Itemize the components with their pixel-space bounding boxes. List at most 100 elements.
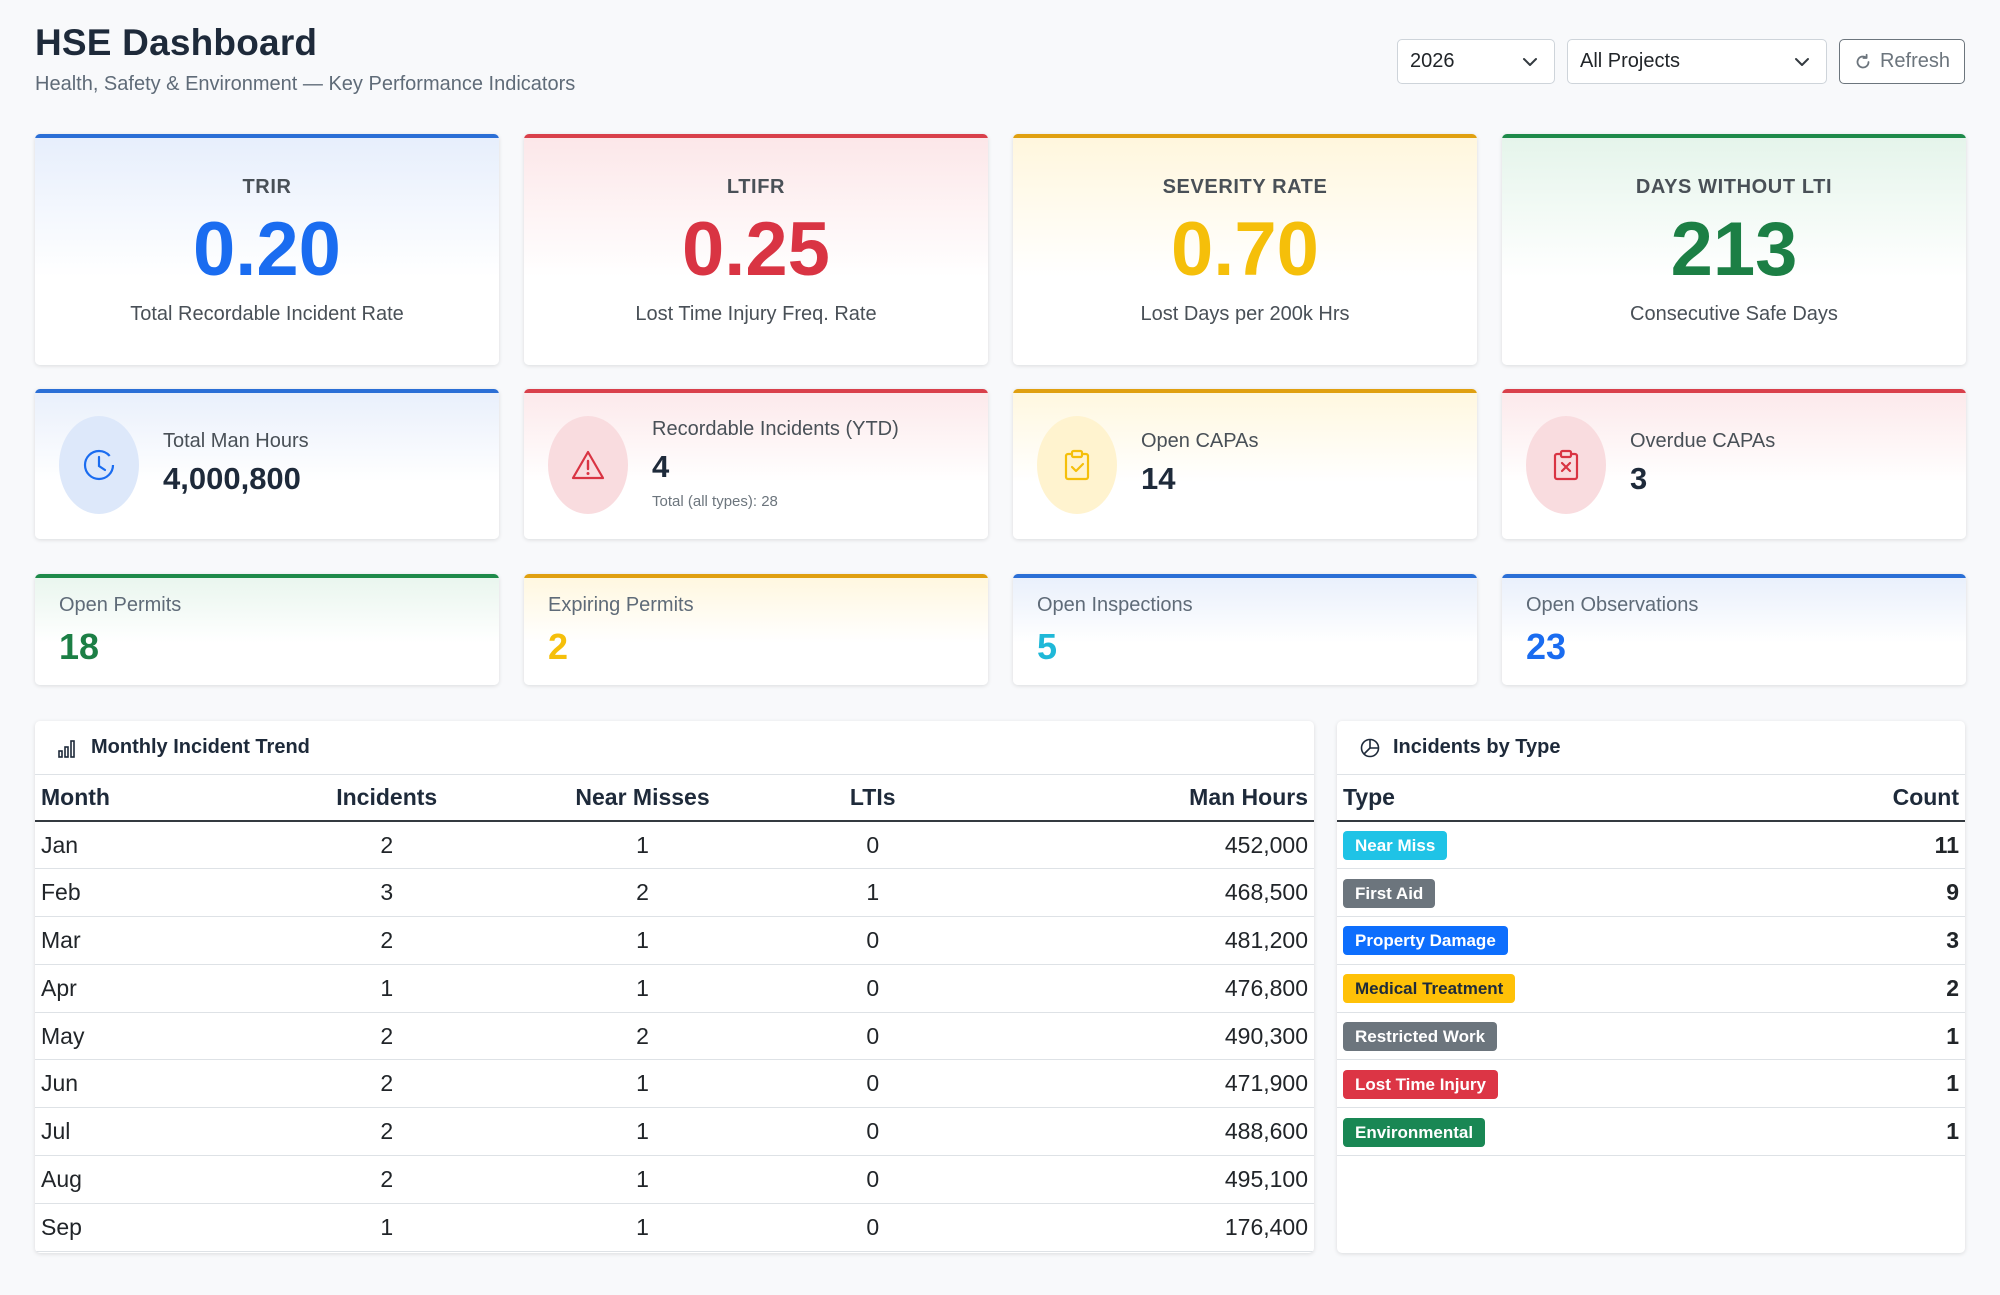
chevron-down-icon: [1523, 57, 1537, 66]
kpi-card-ltifr: LTIFR 0.25 Lost Time Injury Freq. Rate: [524, 134, 988, 365]
kpi-label: Open Permits: [59, 594, 182, 616]
count-cell: 1: [1777, 1107, 1965, 1157]
table-cell: 495,100: [968, 1155, 1314, 1204]
incidents-by-type-panel: Incidents by Type Type Count Near Miss 11…: [1337, 721, 1965, 1253]
table-cell: 0: [776, 1107, 969, 1157]
refresh-icon: [1856, 53, 1870, 68]
table-cell: Property Damage: [1337, 916, 1778, 965]
table-cell: 476,800: [968, 964, 1314, 1013]
table-cell: 481,200: [968, 916, 1314, 965]
table-row: Jan 2 1 0 452,000: [35, 821, 1314, 870]
table-cell: Feb: [35, 868, 266, 918]
column-header: Near Misses: [508, 775, 777, 822]
bar-chart-icon: [58, 739, 75, 758]
table-row: Environmental 1: [1337, 1107, 1965, 1157]
panel-title: Incidents by Type: [1393, 736, 1561, 758]
page-subtitle: Health, Safety & Environment — Key Perfo…: [35, 73, 576, 95]
table-cell: First Aid: [1337, 868, 1778, 918]
table-cell: 1: [508, 1203, 777, 1252]
table-cell: 2: [508, 1012, 777, 1061]
kpi-label: Open Inspections: [1037, 594, 1193, 616]
table-cell: Apr: [35, 964, 266, 1013]
column-header: Month: [35, 775, 266, 822]
table-row: Near Miss 11: [1337, 821, 1965, 870]
kpi-value: 23: [1526, 626, 1567, 667]
table-cell: 0: [776, 964, 969, 1013]
kpi-subtitle: Lost Time Injury Freq. Rate: [635, 303, 877, 325]
kpi-card-overdue-capas: Overdue CAPAs 3: [1502, 389, 1966, 539]
kpi-subtitle: Consecutive Safe Days: [1630, 303, 1838, 325]
table-row: Apr 1 1 0 476,800: [35, 964, 1314, 1013]
monthly-trend-table: Month Incidents Near Misses LTIs Man Hou…: [35, 775, 1314, 1252]
table-cell: 2: [265, 1059, 509, 1109]
table-cell: 468,500: [968, 868, 1314, 918]
project-select-value: All Projects: [1580, 50, 1681, 72]
table-cell: Jan: [35, 821, 266, 870]
kpi-label: SEVERITY RATE: [1162, 176, 1328, 198]
kpi-label: LTIFR: [726, 176, 786, 198]
table-cell: 1: [776, 868, 969, 918]
table-cell: Mar: [35, 916, 266, 965]
table-cell: 2: [265, 1012, 509, 1061]
table-cell: 1: [508, 1107, 777, 1157]
kpi-label: DAYS WITHOUT LTI: [1635, 176, 1833, 198]
table-cell: 1: [265, 964, 509, 1013]
table-cell: 0: [776, 1155, 969, 1204]
kpi-subtitle: Lost Days per 200k Hrs: [1140, 303, 1350, 325]
column-header: Type: [1337, 775, 1778, 822]
table-cell: Sep: [35, 1203, 266, 1252]
table-cell: 1: [508, 916, 777, 965]
kpi-subtitle: Total (all types): 28: [652, 493, 778, 510]
incidents-by-type-table: Type Count Near Miss 11 First Aid 9 Property…: [1337, 775, 1965, 1157]
table-cell: Restricted Work: [1337, 1012, 1778, 1061]
panel-header: Monthly Incident Trend: [35, 721, 1314, 775]
page-title: HSE Dashboard: [35, 22, 318, 63]
clipboard-x-icon: [1526, 416, 1606, 514]
monthly-trend-panel: Monthly Incident Trend Month Incidents N…: [35, 721, 1314, 1253]
table-row: Aug 2 1 0 495,100: [35, 1155, 1314, 1204]
year-select[interactable]: 2026: [1397, 39, 1555, 84]
kpi-label: Open CAPAs: [1141, 430, 1259, 452]
kpi-value: 3: [1630, 461, 1648, 496]
kpi-card-open-observations: Open Observations 23: [1502, 574, 1966, 685]
table-cell: 0: [776, 1012, 969, 1061]
kpi-card-open-permits: Open Permits 18: [35, 574, 499, 685]
panel-title: Monthly Incident Trend: [91, 736, 310, 758]
count-cell: 3: [1777, 916, 1965, 965]
type-badge: Near Miss: [1343, 831, 1448, 861]
count-cell: 11: [1777, 821, 1965, 870]
table-cell: 1: [265, 1203, 509, 1252]
type-badge: Lost Time Injury: [1343, 1069, 1498, 1099]
kpi-label: Expiring Permits: [548, 594, 694, 616]
refresh-label: Refresh: [1879, 50, 1951, 72]
count-cell: 1: [1777, 1059, 1965, 1109]
kpi-value: 18: [59, 626, 100, 667]
table-cell: 1: [508, 821, 777, 870]
type-badge: Environmental: [1343, 1117, 1486, 1147]
kpi-label: Overdue CAPAs: [1630, 430, 1776, 452]
kpi-value: 0.25: [682, 207, 830, 292]
table-cell: 3: [265, 868, 509, 918]
table-cell: 1: [508, 964, 777, 1013]
kpi-card-man-hours: Total Man Hours 4,000,800: [35, 389, 499, 539]
kpi-card-days-without-lti: DAYS WITHOUT LTI 213 Consecutive Safe Da…: [1502, 134, 1966, 365]
table-cell: 488,600: [968, 1107, 1314, 1157]
table-cell: 176,400: [968, 1203, 1314, 1252]
table-cell: 452,000: [968, 821, 1314, 870]
project-select[interactable]: All Projects: [1567, 39, 1827, 84]
kpi-value: 2: [548, 626, 569, 667]
type-badge: Medical Treatment: [1343, 974, 1516, 1004]
table-cell: 2: [265, 821, 509, 870]
table-cell: 490,300: [968, 1012, 1314, 1061]
refresh-button[interactable]: Refresh: [1839, 39, 1965, 84]
table-row: Medical Treatment 2: [1337, 964, 1965, 1013]
table-row: Sep 1 1 0 176,400: [35, 1203, 1314, 1252]
table-cell: May: [35, 1012, 266, 1061]
table-header-row: Month Incidents Near Misses LTIs Man Hou…: [35, 775, 1314, 822]
table-row: Jun 2 1 0 471,900: [35, 1059, 1314, 1109]
table-row: Lost Time Injury 1: [1337, 1059, 1965, 1109]
clock-icon: [59, 416, 139, 514]
count-cell: 1: [1777, 1012, 1965, 1061]
kpi-value: 5: [1037, 626, 1058, 667]
table-cell: Medical Treatment: [1337, 964, 1778, 1013]
